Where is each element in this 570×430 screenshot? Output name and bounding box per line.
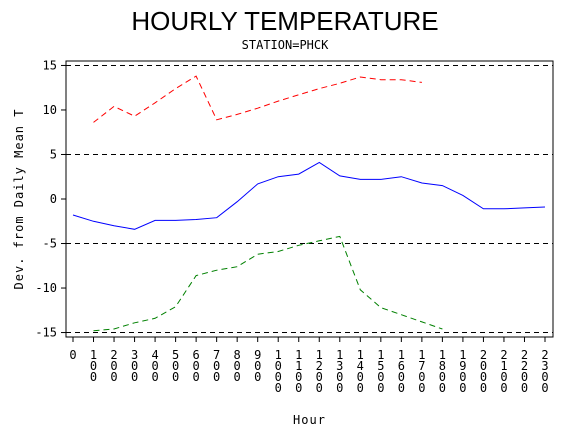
- y-tick-label: 10: [43, 103, 57, 117]
- y-tick-label: -10: [35, 281, 57, 295]
- y-tick-label: 0: [50, 192, 57, 206]
- y-tick-label: 5: [50, 147, 57, 161]
- x-axis: 0 1 0 0 2 0 0 3 0 0 4 0 0 5 0 0 6 0 0 7 0 0 8 0 0 9 0 0 1 0 0 0 1 1 0 0 1 2 0 0…: [69, 337, 549, 395]
- series-lines: [72, 75, 546, 332]
- plot-frame: [65, 60, 554, 338]
- y-axis-title: Dev. from Daily Mean T: [12, 109, 26, 290]
- y-tick-label: -15: [35, 326, 57, 340]
- series-line-3: [93, 235, 443, 332]
- chart-subtitle: STATION=PHCK: [241, 38, 329, 52]
- x-tick-label: 0: [69, 348, 76, 362]
- y-tick-label: -5: [43, 237, 57, 251]
- chart-title: HOURLY TEMPERATURE: [131, 6, 439, 36]
- y-tick-label: 15: [43, 58, 57, 72]
- series-line-2: [72, 161, 546, 230]
- y-axis: -15 -10 -5 0 5 10 15: [35, 58, 67, 340]
- series-line-1: [93, 75, 422, 123]
- reference-lines: [66, 64, 553, 334]
- x-axis-title: Hour: [293, 413, 326, 427]
